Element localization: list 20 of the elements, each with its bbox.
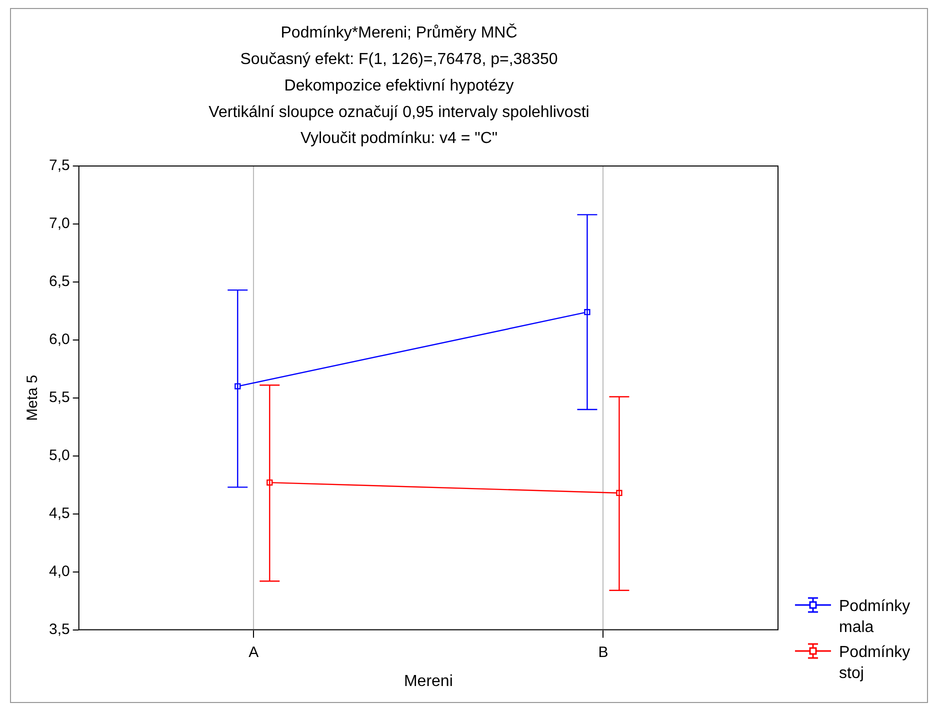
- x-tick-label: B: [598, 644, 608, 661]
- x-tick-label: A: [248, 644, 259, 661]
- y-tick-label: 3,5: [48, 620, 70, 638]
- y-tick-label: 4,5: [48, 504, 70, 522]
- y-axis-title: Meta 5: [24, 374, 42, 421]
- text: Dekompozice efektivní hypotézy: [284, 77, 514, 94]
- y-tick-label: 7,0: [48, 215, 70, 232]
- y-tick-label: 7,5: [48, 157, 70, 174]
- y-tick-label: 5,5: [48, 389, 70, 406]
- legend-label: Podmínky mala: [839, 597, 912, 638]
- y-tick-label: 6,5: [48, 273, 70, 290]
- text: Vertikální sloupce označují 0,95 intervaly spolehlivosti: [208, 104, 590, 121]
- chart-subtitle: Současný efekt: F(1, 126)=,76478, p=,38350: [240, 51, 558, 68]
- x-axis-title: Mereni: [404, 672, 453, 690]
- y-tick-label: 6,0: [48, 331, 70, 348]
- text: Vyloučit podmínku: v4 = "C": [300, 130, 498, 148]
- y-tick-label: 5,0: [48, 447, 70, 464]
- y-tick-label: 4,0: [48, 562, 70, 580]
- legend-label: Podmínky stoj: [839, 643, 912, 684]
- chart-title: Podmínky*Mereni; Průměry MNČ: [280, 24, 518, 42]
